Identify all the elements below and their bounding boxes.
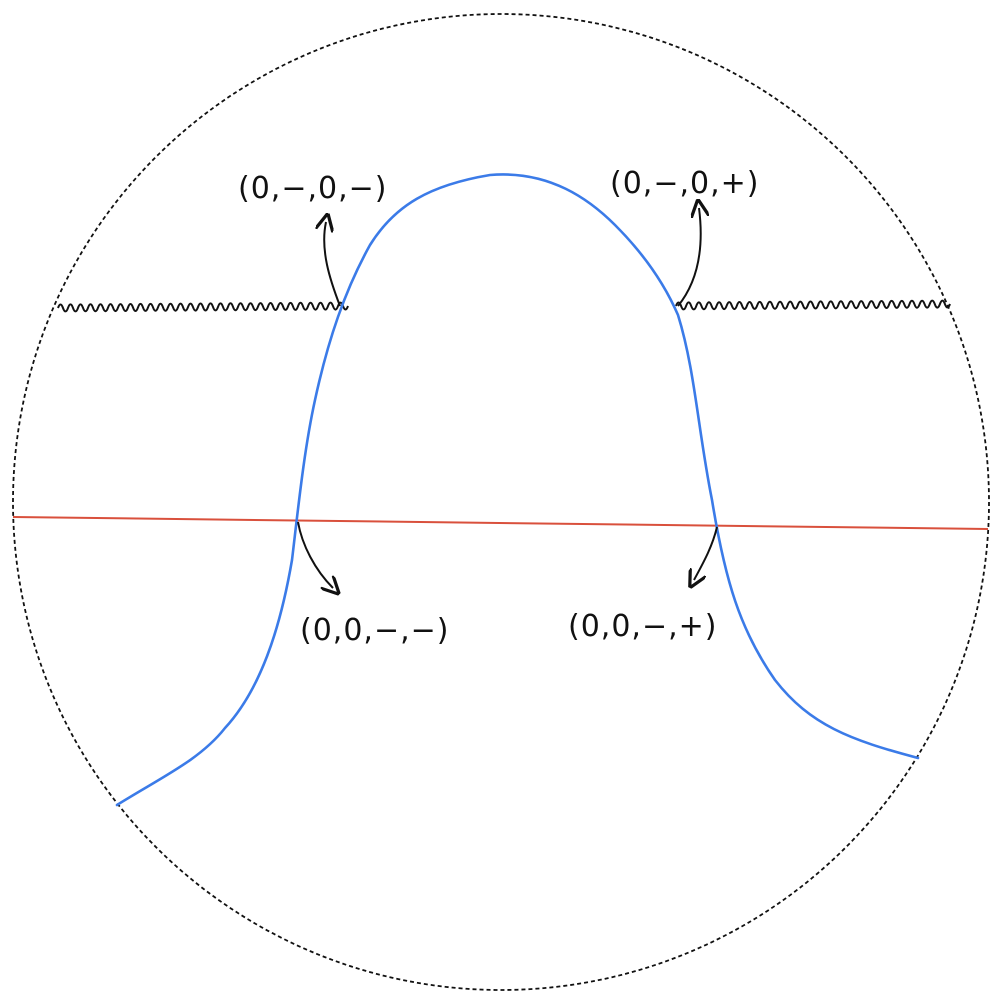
arrow-bottom-right [694, 526, 718, 580]
blue-curve [115, 173, 920, 807]
boundary-circle [12, 13, 990, 991]
label-bottom-left: (0,0,−,−) [300, 613, 449, 648]
label-top-right: (0,−,0,+) [610, 166, 759, 201]
arrow-top-right [677, 208, 701, 307]
label-top-left: (0,−,0,−) [238, 171, 387, 206]
right-wavy-edge [675, 299, 951, 311]
arrow-top-left [324, 222, 341, 307]
label-bottom-right: (0,0,−,+) [568, 609, 717, 644]
arrow-bottom-left [297, 521, 333, 588]
left-wavy-edge [57, 301, 349, 313]
red-cut-line [12, 516, 989, 530]
